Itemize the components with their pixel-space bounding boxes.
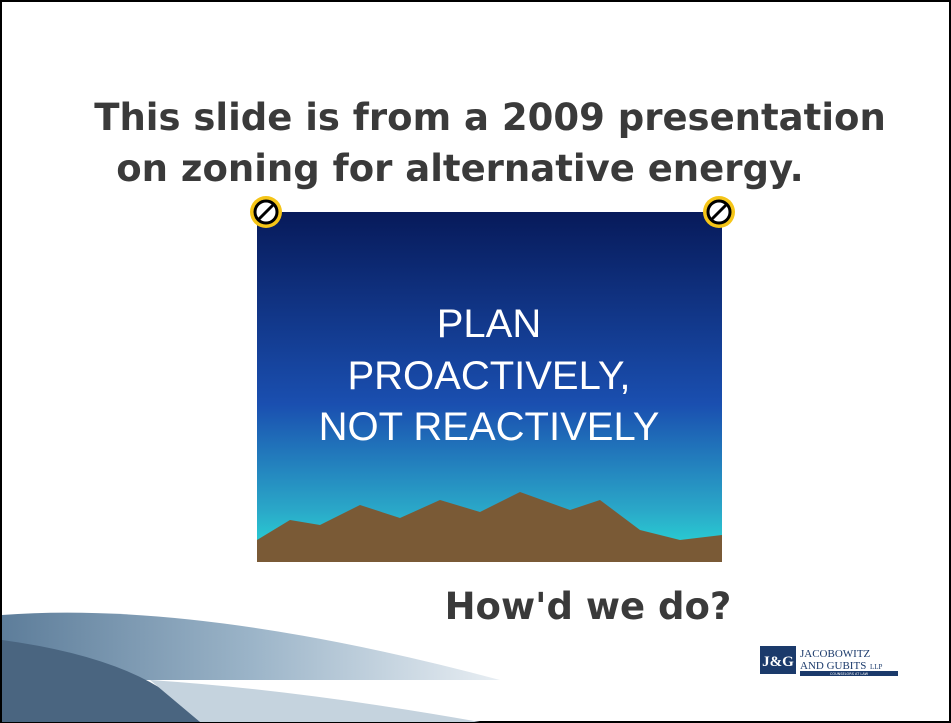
logo-name: AND GUBITS — [800, 660, 866, 672]
title: on zoning for alternative energy. — [116, 147, 803, 190]
logo-tagline: COUNSELORS AT LAW — [830, 672, 869, 676]
logo-mark: J&G — [762, 654, 794, 670]
question: How'd we do? — [445, 585, 732, 628]
logo: J&G JACOBOWITZ AND GUBITS LLP COUNSELORS… — [760, 646, 898, 676]
logo-name: JACOBOWITZ — [800, 648, 871, 660]
corner-swoosh — [2, 612, 500, 722]
inner-slide: PLAN PROACTIVELY, NOT REACTIVELY — [257, 212, 722, 562]
inner-text: NOT REACTIVELY — [319, 405, 660, 449]
logo-suffix: LLP — [870, 663, 883, 671]
inner-text: PLAN — [437, 302, 542, 346]
title: This slide is from a 2009 presentation — [94, 96, 886, 139]
inner-text: PROACTIVELY, — [347, 354, 630, 398]
no-sign-icon — [250, 196, 735, 228]
